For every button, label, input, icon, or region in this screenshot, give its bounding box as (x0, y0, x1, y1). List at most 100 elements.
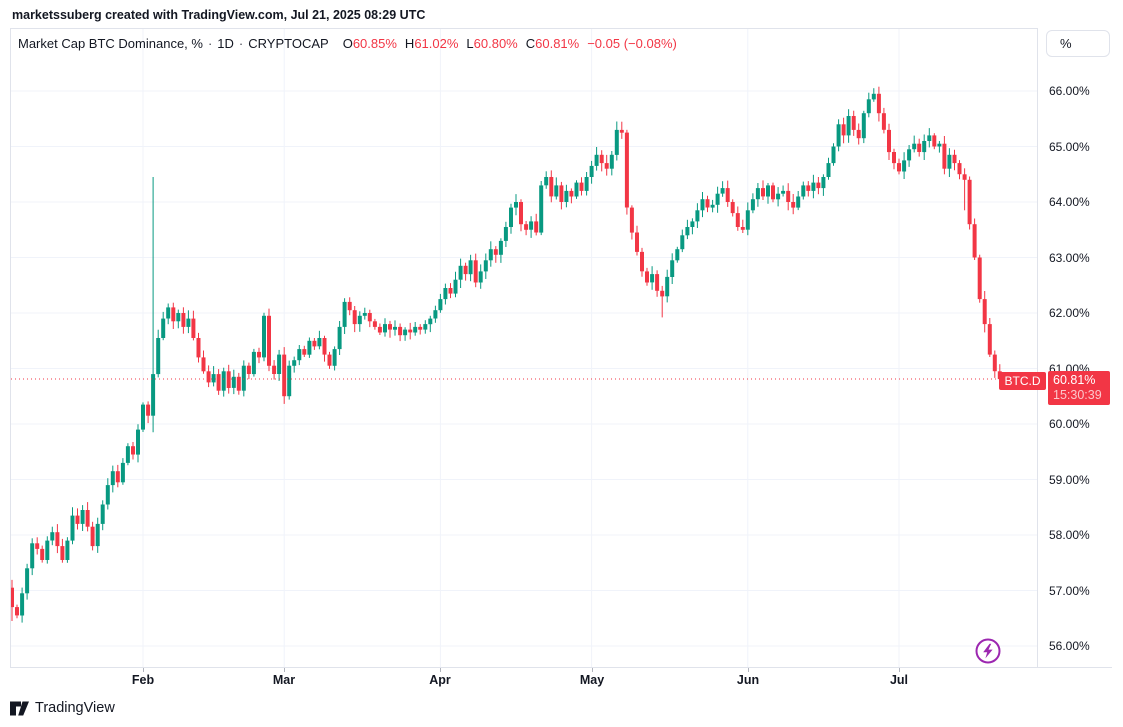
chart-legend: Market Cap BTC Dominance, % · 1D · CRYPTOCAP… (18, 36, 677, 51)
candle-body (468, 260, 473, 275)
candle-body (892, 152, 896, 164)
time-axis[interactable]: Feb Mar Apr May Jun Jul (10, 667, 1112, 692)
candle-body (25, 568, 30, 594)
symbol-badge: BTC.D (999, 372, 1046, 390)
candle-body (619, 129, 624, 133)
candle-body (922, 141, 927, 153)
candle-body (151, 374, 156, 416)
close-value: 60.81% (535, 36, 580, 51)
candle-body (20, 593, 25, 616)
candle-body (95, 523, 100, 547)
candle-body (65, 540, 70, 560)
candle-body (448, 288, 453, 294)
high-label: H (404, 36, 415, 51)
candle-body (55, 532, 60, 547)
candle-body (50, 532, 55, 541)
candlestick-chart[interactable] (11, 29, 1037, 667)
candle-body (171, 307, 176, 322)
candle-body (105, 485, 110, 505)
candle-body (519, 202, 523, 225)
candle-body (856, 129, 861, 139)
price-axis-label: 65.00% (1049, 140, 1090, 154)
candle-body (478, 271, 483, 283)
candle-body (292, 360, 297, 366)
legend-ohlc: O60.85% H61.02% L60.80% C60.81% −0.05 (−0.08… (343, 36, 677, 51)
candle-body (776, 193, 781, 200)
candle-body (35, 543, 40, 549)
candle-body (624, 132, 629, 208)
candle-body (695, 210, 700, 222)
candle-body (352, 310, 357, 325)
candle-body (796, 196, 801, 208)
candle-body (498, 240, 503, 255)
candle-body (15, 607, 19, 616)
candle-body (372, 321, 377, 327)
candle-body (257, 351, 261, 358)
candle-body (604, 163, 609, 169)
legend-interval[interactable]: 1D (217, 36, 234, 51)
open-value: 60.85% (352, 36, 397, 51)
candle-body (861, 113, 866, 139)
price-axis[interactable]: 66.00% 65.00% 64.00% 63.00% 62.00% 61.00% 60.0… (1037, 28, 1112, 667)
candle-body (433, 310, 438, 319)
time-axis-tick (748, 668, 749, 672)
candle-body (463, 265, 468, 275)
candle-body (982, 299, 987, 325)
candle-body (216, 374, 221, 391)
candle-body (574, 182, 579, 197)
time-axis-label: May (579, 673, 605, 687)
legend-symbol-title[interactable]: Market Cap BTC Dominance, % (18, 36, 203, 51)
candle-body (514, 202, 518, 208)
time-axis-label: Feb (131, 673, 155, 687)
candle-body (816, 182, 821, 189)
high-value: 61.02% (414, 36, 459, 51)
candle-body (801, 185, 806, 197)
candle-body (383, 324, 387, 333)
candle-body (458, 265, 463, 280)
lightning-icon[interactable] (974, 637, 1002, 665)
candle-body (846, 116, 851, 136)
candle-body (967, 179, 972, 225)
candle-body (262, 315, 266, 358)
price-axis-label: 66.00% (1049, 84, 1090, 98)
candle-body (700, 199, 705, 211)
candle-body (987, 324, 992, 355)
candle-body (201, 357, 206, 372)
candle-body (685, 227, 690, 236)
candle-body (675, 249, 680, 261)
candle-body (957, 163, 962, 175)
candle-body (75, 515, 80, 524)
candle-body (599, 154, 604, 164)
candle-body (584, 177, 589, 191)
candle-body (393, 326, 397, 330)
candle-body (347, 301, 352, 311)
candle-body (272, 365, 277, 374)
candle-body (529, 221, 534, 230)
candle-body (236, 376, 241, 391)
legend-exchange: CRYPTOCAP (248, 36, 329, 51)
candle-body (549, 177, 554, 197)
candle-body (453, 279, 458, 294)
candle-body (120, 462, 125, 483)
candle-body (302, 349, 307, 355)
candle-body (45, 540, 50, 560)
time-axis-tick (284, 668, 285, 672)
candle-body (811, 182, 816, 191)
candle-body (196, 338, 201, 358)
time-axis-tick (440, 668, 441, 672)
candle-body (503, 227, 508, 241)
candle-body (115, 471, 120, 483)
last-price-label: 60.81% 15:30:39 (1048, 371, 1110, 405)
candle-body (166, 307, 171, 319)
tradingview-logo[interactable]: TradingView (10, 700, 115, 716)
candle-body (231, 376, 236, 388)
candle-body (488, 249, 493, 261)
time-axis-label: Mar (272, 673, 296, 687)
candle-body (972, 224, 977, 258)
candle-body (917, 143, 922, 152)
candle-body (85, 510, 90, 527)
time-axis-tick (143, 668, 144, 672)
attribution-text: marketssuberg created with TradingView.c… (12, 8, 426, 22)
percent-scale-button[interactable]: % (1046, 30, 1110, 57)
candle-body (473, 260, 478, 283)
